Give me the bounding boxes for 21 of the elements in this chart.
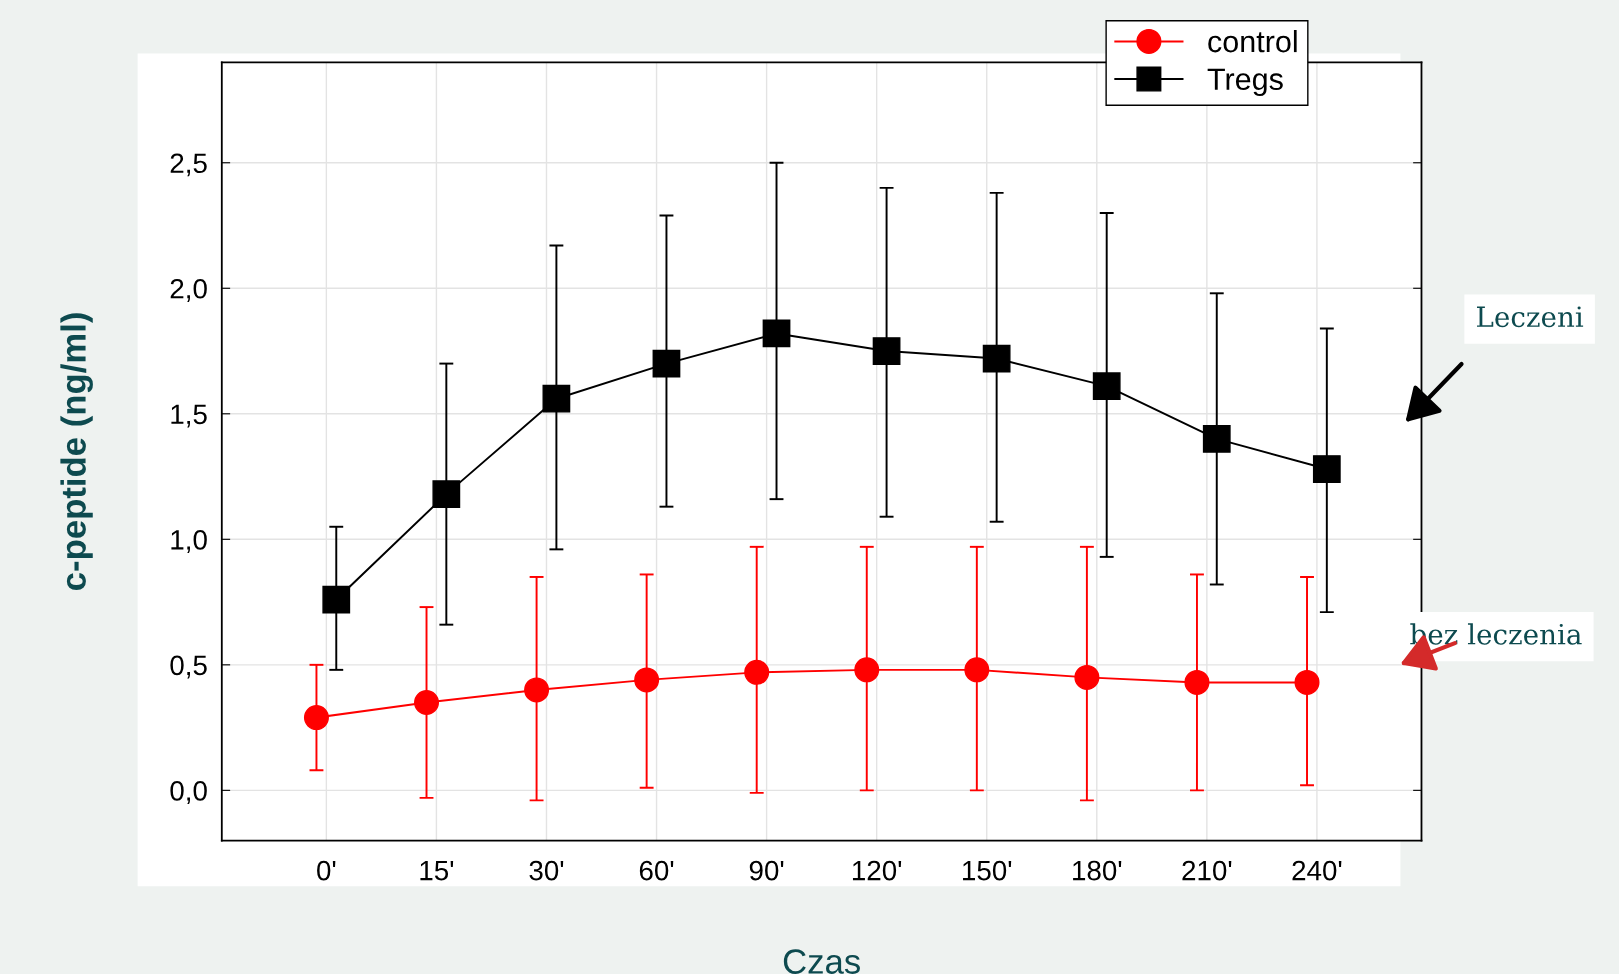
- y-tick-label: 1,5: [171, 404, 207, 428]
- x-tick-label: 210': [1182, 860, 1232, 881]
- x-axis-title: Czas: [783, 949, 860, 974]
- y-axis-title: c-peptide (ng/ml): [60, 313, 93, 590]
- x-tick-label: 120': [852, 860, 902, 881]
- y-tick-label: 0,0: [170, 781, 207, 804]
- x-tick-label: 30': [529, 860, 564, 881]
- x-tick-label: 0': [317, 860, 336, 881]
- legend-label: control: [1208, 29, 1297, 53]
- x-tick-label: 180': [1073, 860, 1122, 881]
- y-tick-label: 1,0: [171, 529, 207, 553]
- x-tick-label: 60': [639, 860, 674, 881]
- x-tick-label: 15': [420, 861, 454, 881]
- x-tick-label: 150': [963, 860, 1012, 881]
- x-tick-label: 240': [1292, 860, 1342, 881]
- y-tick-label: 0,5: [170, 655, 207, 679]
- y-tick-label: 2,0: [170, 278, 207, 302]
- text: Leczeni: [1477, 306, 1584, 328]
- y-tick-label: 2,5: [170, 153, 207, 177]
- legend-label: Tregs: [1207, 68, 1283, 97]
- x-tick-label: 90': [749, 860, 784, 881]
